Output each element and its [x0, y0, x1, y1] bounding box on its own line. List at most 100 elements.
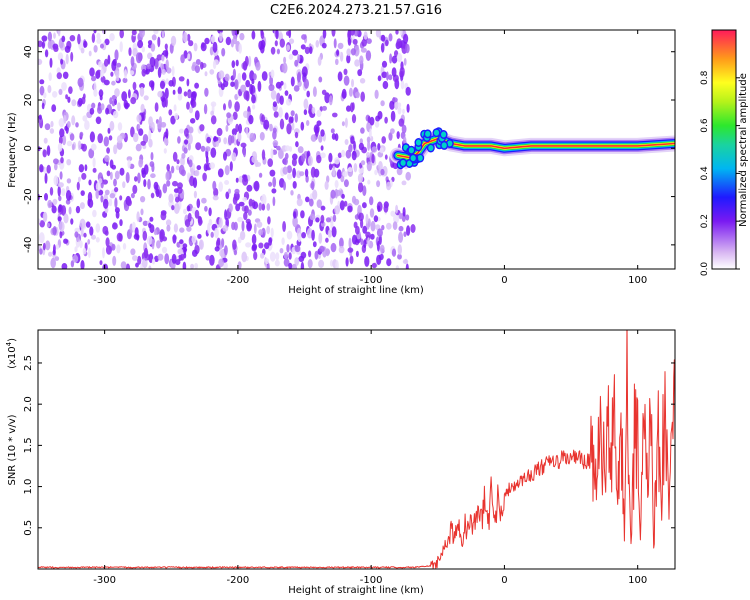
noise-speckle [398, 225, 404, 232]
noise-speckle [98, 89, 104, 98]
noise-speckle [105, 245, 112, 255]
noise-speckle [332, 165, 336, 177]
noise-speckle [294, 131, 299, 139]
noise-speckle [318, 232, 323, 244]
y-tick-label: 1.5 [23, 437, 34, 453]
noise-speckle [198, 239, 204, 250]
noise-speckle [339, 200, 345, 211]
noise-speckle [285, 98, 292, 106]
noise-speckle [110, 171, 113, 180]
noise-speckle [41, 35, 48, 42]
noise-speckle [315, 40, 320, 48]
noise-speckle [320, 205, 326, 211]
noise-speckle [406, 225, 411, 236]
noise-speckle [251, 234, 257, 245]
noise-speckle [204, 37, 210, 45]
noise-speckle [301, 153, 306, 163]
noise-speckle [150, 43, 156, 52]
noise-speckle [47, 31, 53, 42]
noise-speckle [341, 121, 345, 127]
colorbar: 0.0 0.2 0.4 0.6 0.8 Normalized spectral ampl… [700, 29, 749, 276]
noise-speckle [132, 184, 138, 194]
noise-speckle [379, 253, 384, 261]
noise-speckle [348, 237, 352, 249]
noise-speckle [270, 227, 274, 238]
noise-speckle [396, 38, 402, 48]
noise-speckle [111, 243, 116, 251]
noise-speckle [106, 147, 110, 154]
noise-speckle [88, 247, 91, 259]
noise-speckle [389, 100, 395, 110]
noise-speckle [204, 71, 208, 77]
snr-x-label: Height of straight line (km) [288, 585, 424, 596]
noise-speckle [129, 70, 135, 76]
noise-speckle [66, 178, 72, 184]
noise-speckle [67, 96, 71, 103]
noise-speckle [336, 49, 340, 56]
noise-speckle [398, 118, 405, 127]
noise-speckle [308, 250, 312, 258]
noise-speckle [274, 259, 280, 267]
noise-speckle [182, 243, 188, 249]
noise-speckle [258, 40, 264, 51]
noise-speckle [214, 246, 220, 252]
noise-speckle [136, 211, 140, 222]
noise-speckle [111, 164, 116, 170]
noise-speckle [347, 247, 354, 253]
noise-speckle [87, 239, 91, 245]
noise-speckle [300, 251, 307, 259]
noise-speckle [396, 53, 403, 63]
noise-speckle [360, 47, 367, 53]
noise-speckle [251, 94, 256, 104]
signal-blob [410, 155, 416, 162]
noise-speckle [260, 252, 265, 259]
noise-speckle [173, 223, 178, 233]
noise-speckle [63, 114, 67, 124]
noise-speckle [344, 117, 348, 128]
noise-speckle [38, 58, 43, 65]
noise-speckle [348, 87, 353, 97]
noise-speckle [219, 32, 223, 42]
x-tick-label: -200 [227, 275, 250, 286]
noise-speckle [251, 244, 257, 252]
noise-speckle [91, 102, 96, 109]
noise-speckle [219, 244, 223, 250]
noise-speckle [249, 83, 254, 95]
noise-speckle [173, 203, 180, 214]
noise-speckle [312, 241, 317, 248]
noise-speckle [140, 140, 146, 146]
noise-speckle [284, 145, 291, 152]
noise-speckle [100, 68, 104, 78]
noise-speckle [374, 121, 380, 128]
noise-speckle [310, 166, 316, 178]
noise-speckle [286, 44, 291, 51]
noise-speckle [365, 213, 369, 224]
noise-speckle [312, 189, 318, 200]
noise-speckle [252, 201, 259, 210]
noise-speckle [180, 253, 185, 261]
noise-speckle [200, 145, 206, 152]
noise-speckle [107, 127, 111, 134]
noise-speckle [117, 122, 123, 131]
noise-speckle [132, 255, 138, 261]
noise-speckle [65, 199, 71, 205]
noise-speckle [93, 45, 98, 53]
noise-speckle [290, 190, 294, 196]
noise-speckle [224, 209, 228, 220]
noise-speckle [273, 111, 279, 118]
noise-speckle [296, 198, 303, 207]
noise-speckle [173, 104, 177, 112]
noise-speckle [166, 224, 171, 232]
noise-speckle [296, 72, 301, 83]
signal-blob [425, 130, 431, 137]
noise-speckle [80, 190, 85, 197]
noise-speckle [139, 83, 145, 89]
noise-speckle [336, 169, 342, 179]
noise-speckle [81, 172, 87, 180]
noise-speckle [161, 68, 166, 75]
noise-speckle [288, 38, 295, 44]
noise-speckle [349, 255, 354, 265]
noise-speckle [76, 181, 80, 191]
snr-x-axis: -300 -200 -100 0 100 [93, 330, 647, 586]
